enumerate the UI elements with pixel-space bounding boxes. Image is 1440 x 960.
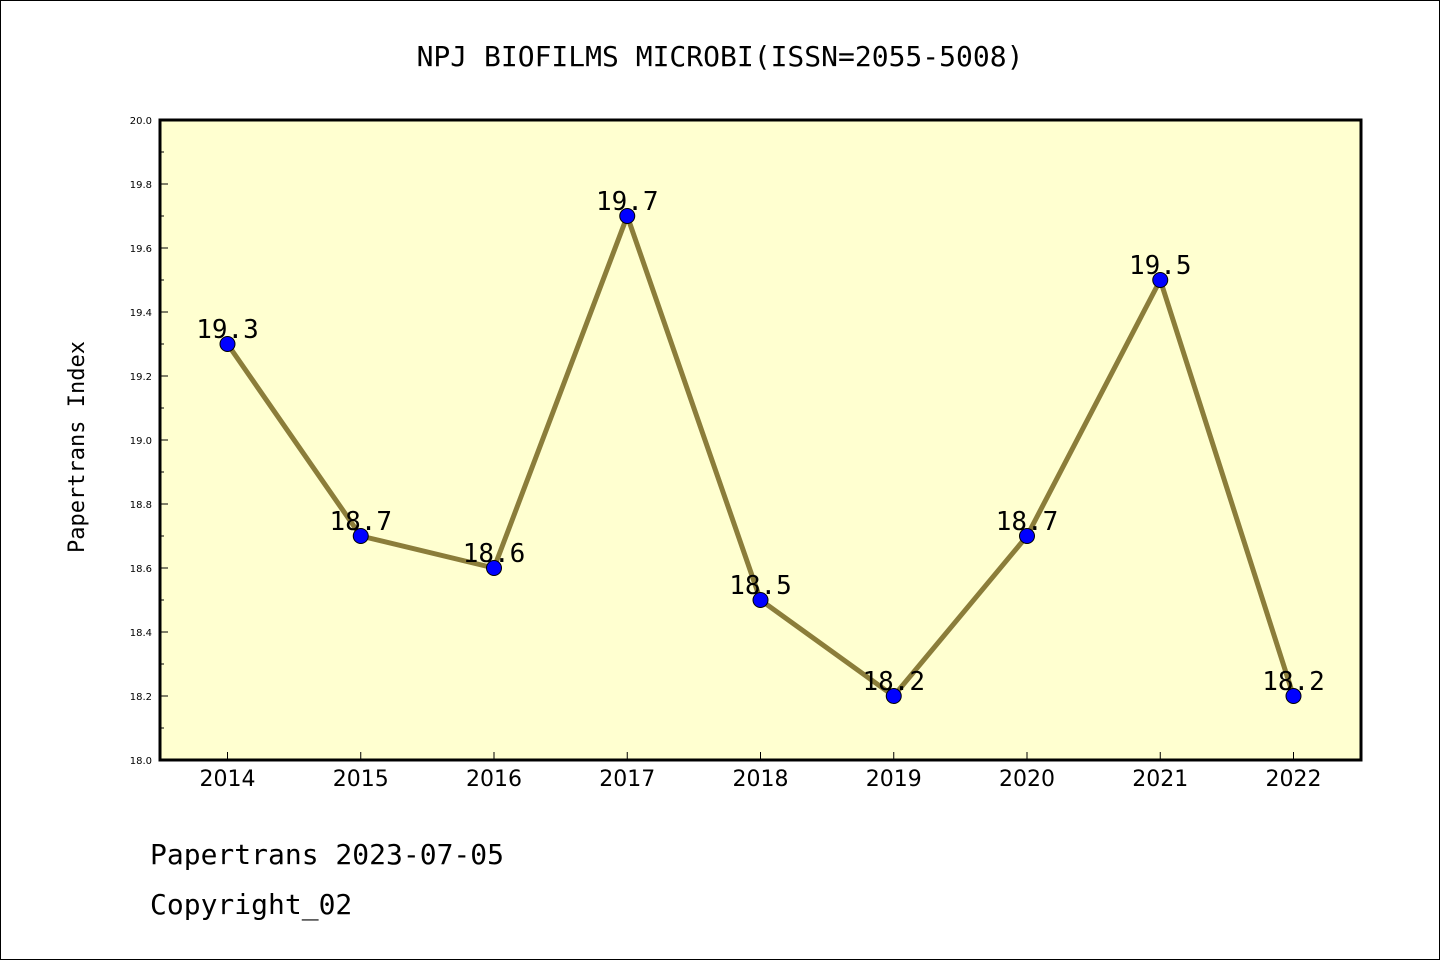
- data-point: [1019, 528, 1035, 544]
- data-label: 18.7: [329, 507, 392, 537]
- x-tick-label: 2016: [466, 767, 522, 792]
- data-point: [752, 592, 769, 608]
- data-label: 18.5: [729, 571, 792, 601]
- data-label: 19.7: [596, 187, 659, 217]
- data-label: 19.3: [196, 315, 259, 345]
- data-point: [352, 528, 369, 544]
- y-tick-label: 19.6: [130, 244, 152, 255]
- y-axis-label: Papertrans Index: [65, 341, 90, 553]
- x-tick-label: 2017: [599, 767, 655, 792]
- data-label: 18.7: [996, 507, 1059, 537]
- data-label: 18.2: [862, 667, 925, 697]
- y-tick-label: 19.4: [130, 308, 152, 319]
- data-point: [486, 560, 502, 576]
- data-point: [1285, 688, 1302, 704]
- data-point: [1152, 272, 1169, 288]
- x-tick-label: 2014: [200, 767, 256, 792]
- y-tick-label: 18.6: [130, 564, 152, 575]
- y-axis-ticks: 18.0 18.2 18.4 18.6 18.8 19.0 19.2 19.4 19.6 19.8…: [130, 116, 168, 767]
- plot-area: [160, 120, 1361, 760]
- data-label: 18.6: [463, 539, 526, 569]
- x-axis-ticks: 2014 2015 2016 2017 2018 2019 2020 2021 2022: [200, 752, 1322, 792]
- footer-date: Papertrans 2023-07-05: [150, 838, 504, 871]
- footer-copyright: Copyright_02: [150, 888, 352, 922]
- x-tick-label: 2019: [866, 767, 922, 792]
- data-point: [219, 336, 236, 352]
- y-tick-label: 18.4: [130, 628, 152, 639]
- x-tick-label: 2022: [1266, 767, 1322, 792]
- x-tick-label: 2018: [733, 767, 789, 792]
- y-tick-label: 18.2: [130, 692, 152, 703]
- y-tick-label: 19.0: [130, 436, 152, 447]
- plot-border: [158, 118, 1363, 762]
- y-tick-label: 19.8: [130, 180, 152, 191]
- data-label: 18.2: [1262, 667, 1325, 697]
- data-label: 19.5: [1129, 251, 1192, 281]
- chart-title: NPJ BIOFILMS MICROBI(ISSN=2055-5008): [417, 40, 1024, 73]
- y-tick-label: 19.2: [130, 372, 152, 383]
- y-tick-label: 18.8: [130, 500, 152, 511]
- x-tick-label: 2021: [1132, 767, 1188, 792]
- y-tick-label: 20.0: [130, 116, 152, 127]
- series-markers: [219, 208, 1302, 704]
- data-labels: 19.3 18.7 18.6 19.7 18.5 18.2 18.7 19.5 18.2: [196, 187, 1325, 697]
- x-tick-label: 2015: [333, 767, 389, 792]
- y-tick-label: 18.0: [130, 756, 152, 767]
- x-tick-label: 2020: [999, 767, 1055, 792]
- data-point: [885, 688, 902, 704]
- data-point: [619, 208, 636, 224]
